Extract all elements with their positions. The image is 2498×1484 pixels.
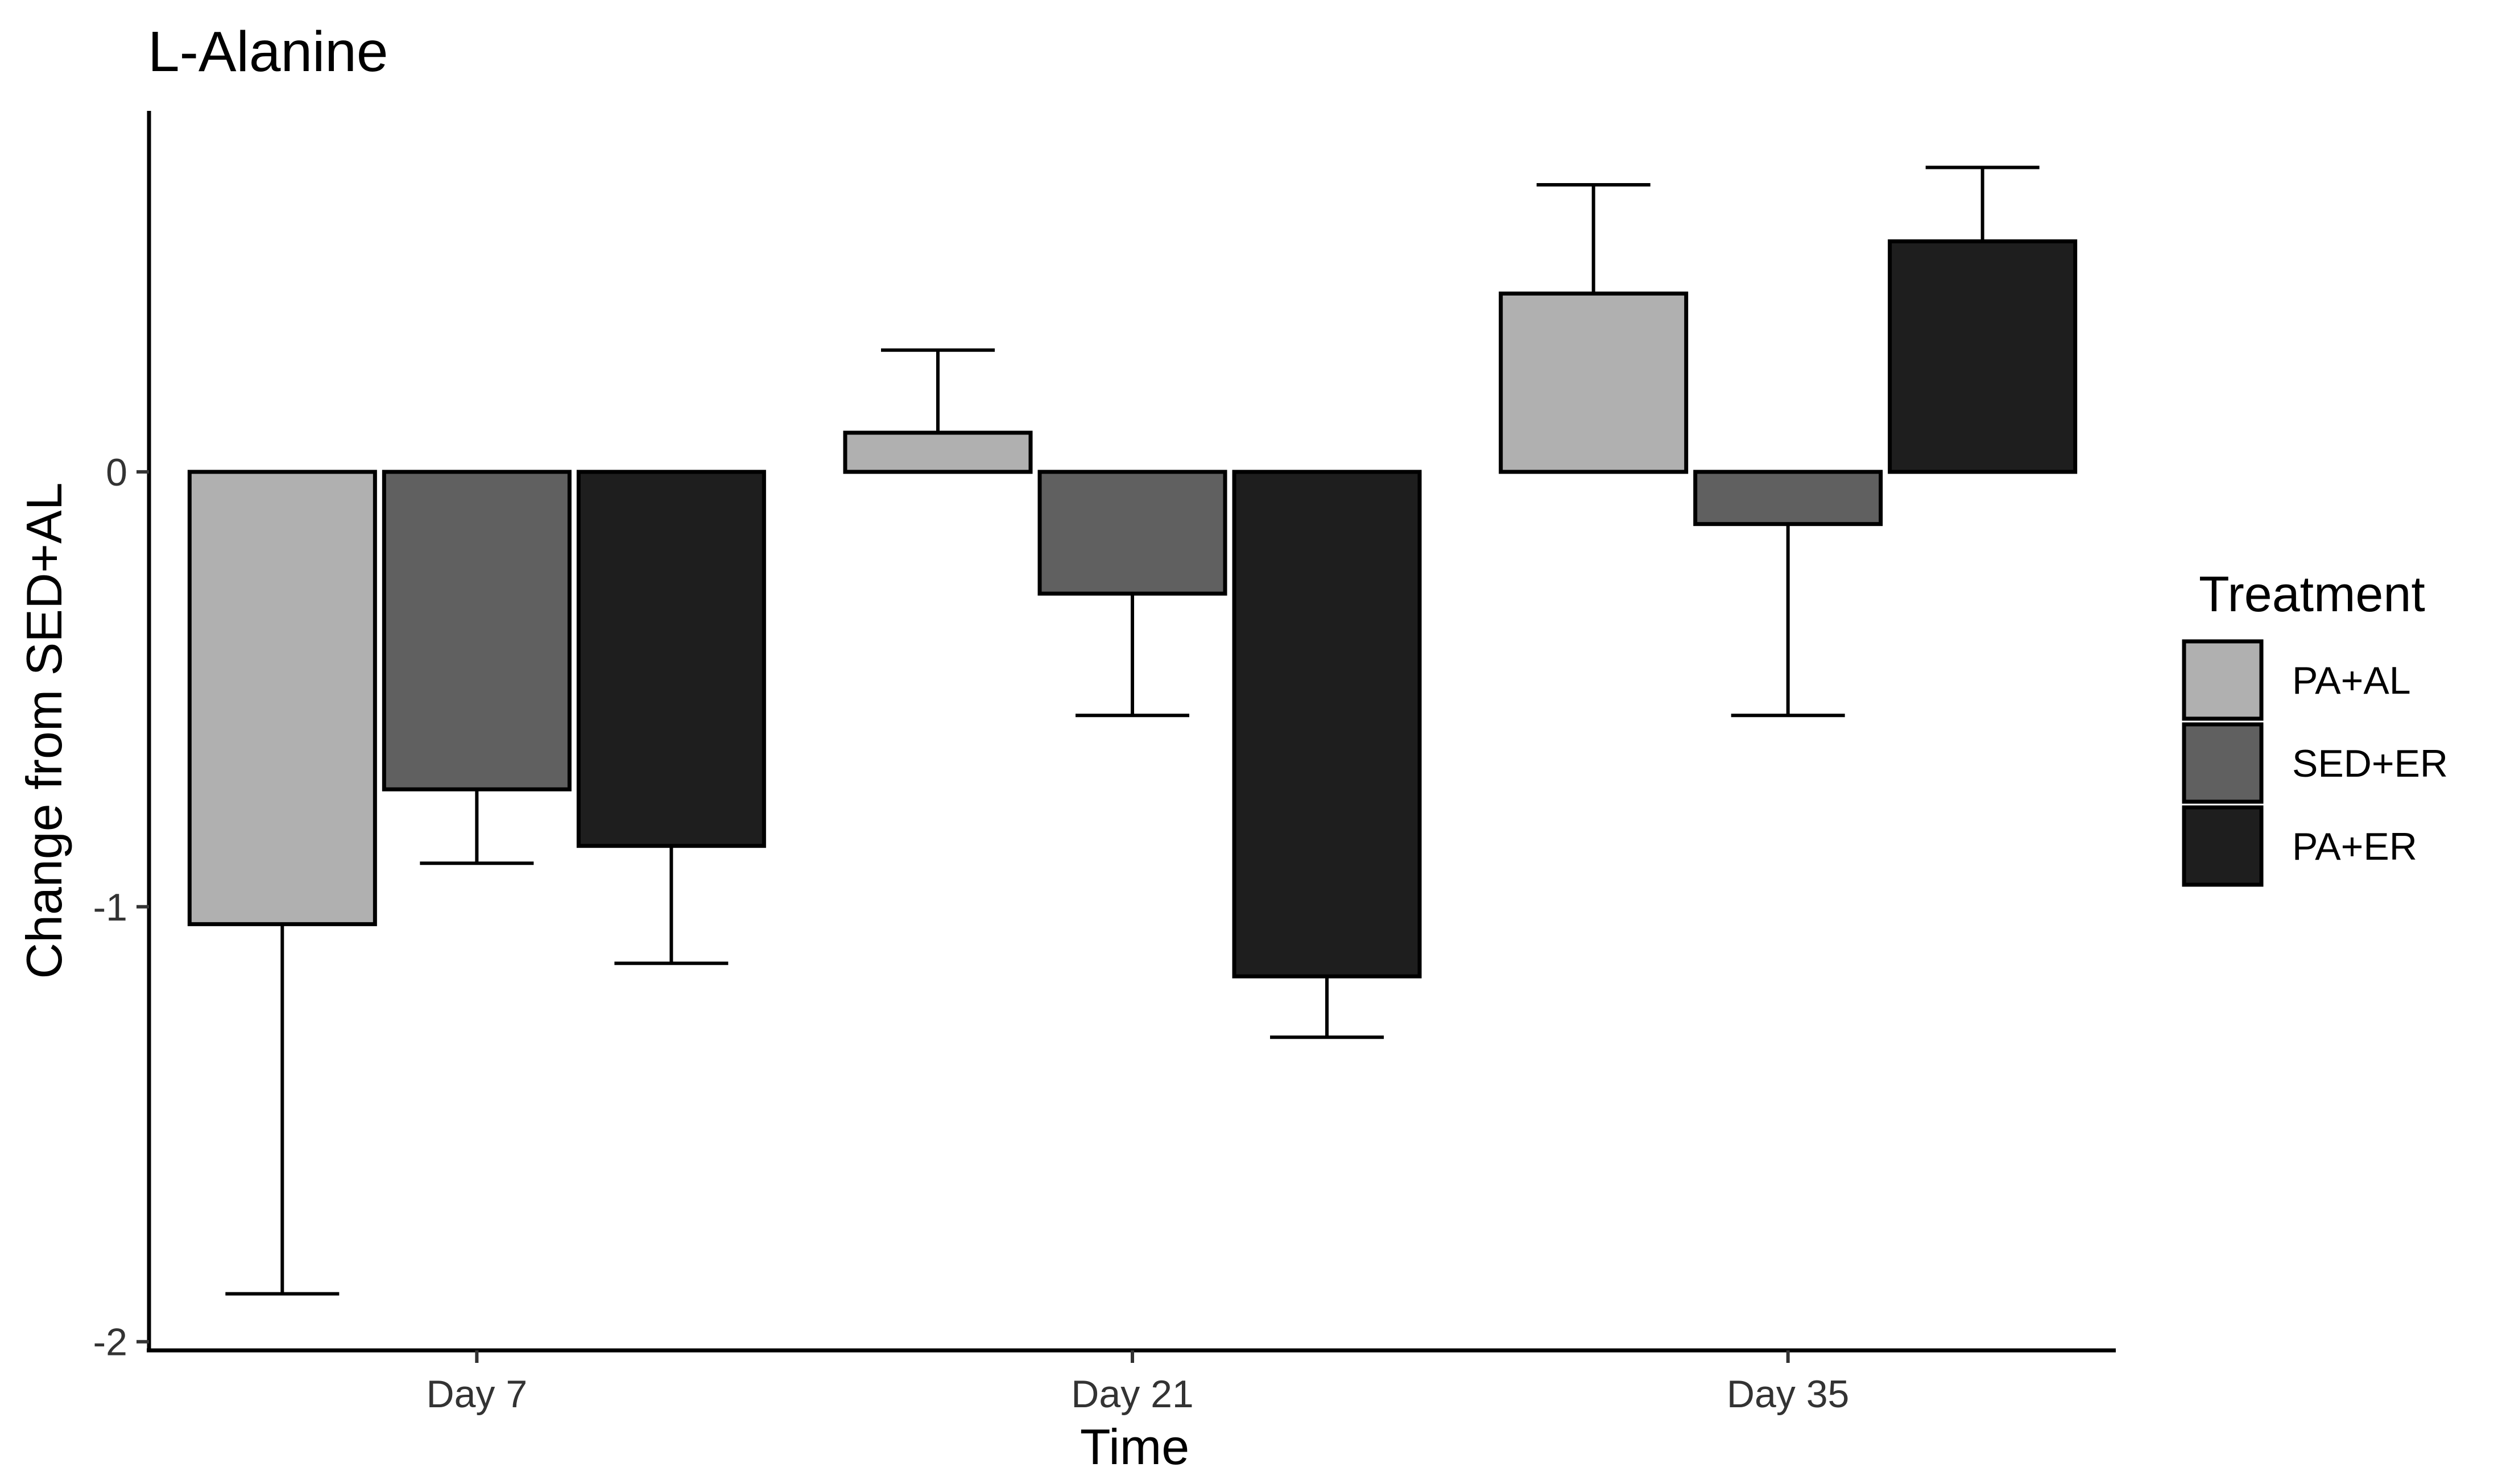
y-axis-title: Change from SED+AL bbox=[16, 482, 72, 979]
x-tick-label: Day 7 bbox=[427, 1373, 528, 1416]
x-tick-label: Day 35 bbox=[1727, 1373, 1849, 1416]
bar bbox=[1501, 293, 1686, 472]
y-tick-label: -1 bbox=[93, 886, 127, 929]
chart-title: L-Alanine bbox=[148, 20, 388, 84]
legend-label: PA+ER bbox=[2292, 825, 2417, 868]
bar bbox=[1695, 472, 1881, 524]
legend-key bbox=[2184, 807, 2261, 885]
legend: Treatment PA+AL SED+ER PA+ER bbox=[2184, 566, 2448, 885]
x-axis-ticks: Day 7 Day 21 Day 35 bbox=[427, 1350, 1850, 1416]
y-tick-label: 0 bbox=[106, 451, 127, 494]
bar bbox=[1234, 472, 1420, 976]
bar bbox=[1040, 472, 1225, 594]
bar bbox=[1890, 241, 2075, 471]
x-axis-title: Time bbox=[1080, 1419, 1189, 1475]
bar bbox=[845, 433, 1031, 472]
legend-key bbox=[2184, 724, 2261, 802]
legend-label: PA+AL bbox=[2292, 659, 2411, 702]
plot-area bbox=[189, 167, 2075, 1294]
legend-title: Treatment bbox=[2199, 566, 2425, 622]
y-tick-label: -2 bbox=[93, 1321, 127, 1364]
legend-key bbox=[2184, 641, 2261, 719]
bar bbox=[578, 472, 764, 846]
legend-label: SED+ER bbox=[2292, 742, 2448, 785]
bar bbox=[189, 472, 375, 925]
y-axis-ticks: -2 -1 0 bbox=[93, 451, 149, 1364]
bar bbox=[384, 472, 569, 789]
x-tick-label: Day 21 bbox=[1071, 1373, 1193, 1416]
